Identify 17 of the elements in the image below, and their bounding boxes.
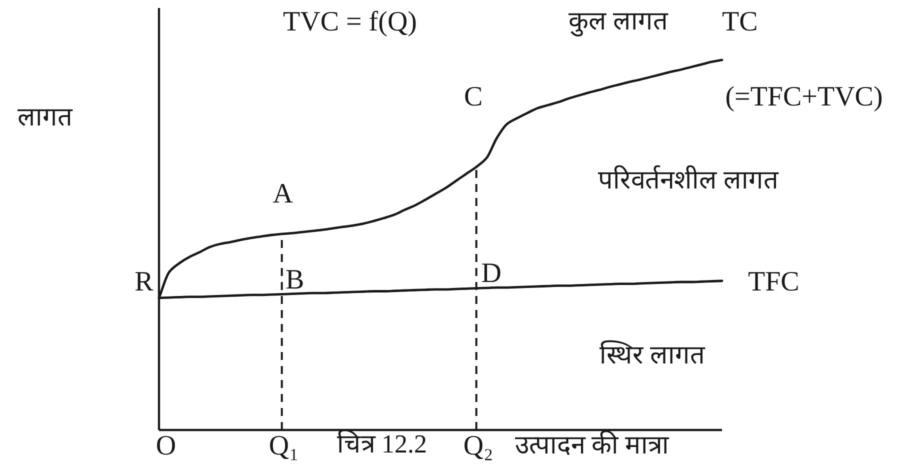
point-label: A xyxy=(272,178,293,210)
y-label: लागत xyxy=(18,102,72,132)
x-tick: O xyxy=(156,430,176,462)
annotation: स्थिर लागत xyxy=(599,340,705,370)
annotation: (=TFC+TVC) xyxy=(725,82,883,112)
point-label: C xyxy=(464,81,483,112)
x-tick: Q₂ xyxy=(463,430,494,462)
point-label: B xyxy=(286,264,304,296)
series-name: TFC xyxy=(748,266,800,298)
series-name: TC xyxy=(722,6,758,38)
x-tick: Q₁ xyxy=(268,430,299,462)
annotation: परिवर्तनशील लागत xyxy=(598,166,778,194)
point-label: R xyxy=(134,266,154,298)
x-label: उत्पादन की मात्रा xyxy=(515,430,669,460)
annotation: कुल लागत xyxy=(568,6,668,36)
annotation: TVC = f(Q) xyxy=(283,6,417,38)
point-label: D xyxy=(481,258,502,289)
